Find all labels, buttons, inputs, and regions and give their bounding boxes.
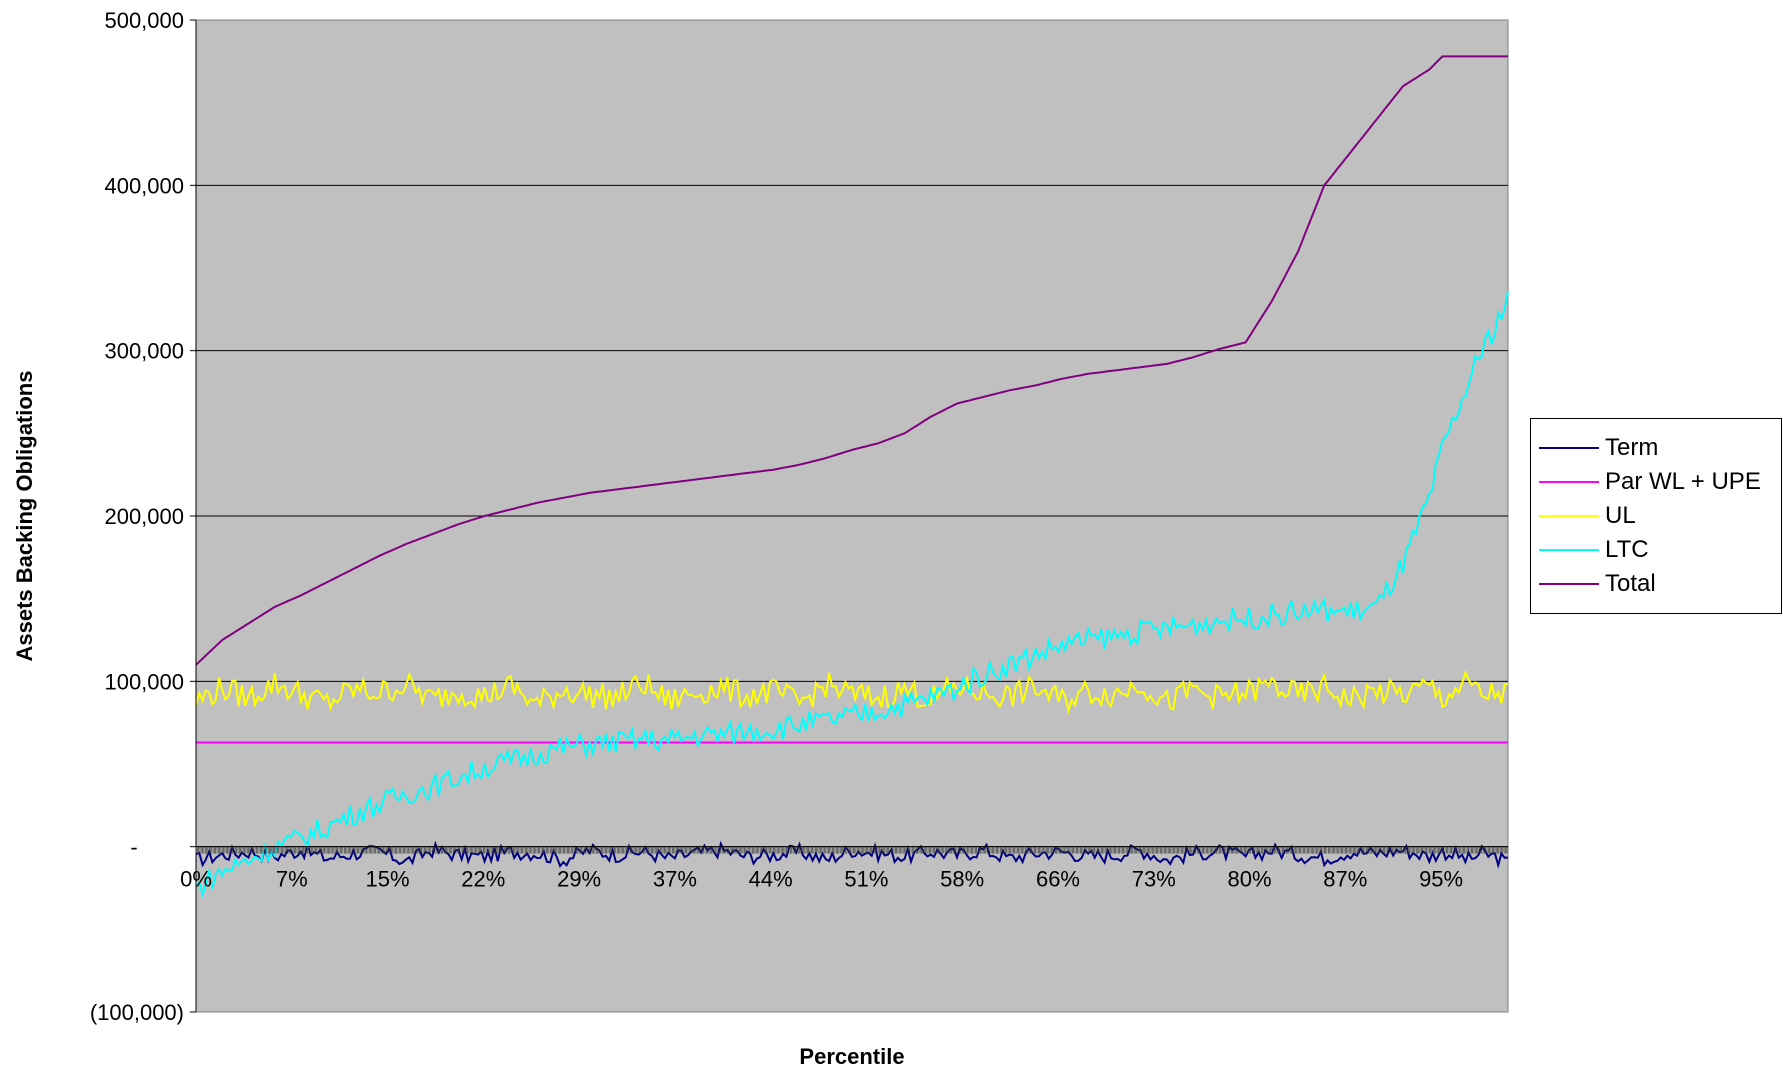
x-tick-label: 73%	[1132, 867, 1176, 892]
y-tick-label: 100,000	[104, 669, 184, 694]
x-tick-label: 95%	[1419, 867, 1463, 892]
x-tick-label: 22%	[461, 867, 505, 892]
legend-item: Term	[1539, 433, 1658, 463]
legend-swatch	[1539, 515, 1599, 517]
legend-swatch	[1539, 549, 1599, 551]
legend-swatch	[1539, 447, 1599, 449]
x-tick-label: 58%	[940, 867, 984, 892]
legend-label: UL	[1605, 502, 1636, 529]
x-tick-label: 37%	[653, 867, 697, 892]
y-axis-label: Assets Backing Obligations	[12, 371, 37, 662]
y-tick-label: 500,000	[104, 8, 184, 33]
y-tick-label: 300,000	[104, 339, 184, 364]
y-tick-label: (100,000)	[90, 1000, 184, 1025]
x-tick-label: 15%	[366, 867, 410, 892]
x-tick-label: 29%	[557, 867, 601, 892]
legend-item: UL	[1539, 501, 1636, 531]
x-tick-label: 80%	[1228, 867, 1272, 892]
x-tick-label: 0%	[180, 867, 212, 892]
legend: Term Par WL + UPE UL LTC Total	[1530, 418, 1782, 614]
y-tick-label: 200,000	[104, 504, 184, 529]
legend-item: LTC	[1539, 535, 1649, 565]
legend-swatch	[1539, 583, 1599, 585]
series-line-ltc	[195, 291, 1509, 898]
x-tick-label: 87%	[1323, 867, 1367, 892]
legend-label: Par WL + UPE	[1605, 468, 1761, 495]
x-tick-label: 44%	[749, 867, 793, 892]
y-tick-label: 400,000	[104, 173, 184, 198]
legend-swatch	[1539, 481, 1599, 483]
legend-item: Par WL + UPE	[1539, 467, 1761, 497]
legend-label: Term	[1605, 434, 1659, 461]
x-axis-label: Percentile	[799, 1044, 904, 1069]
legend-label: LTC	[1605, 536, 1649, 563]
x-tick-label: 51%	[844, 867, 888, 892]
legend-label: Total	[1605, 570, 1656, 597]
y-tick-label: -	[130, 835, 137, 860]
x-tick-label: 66%	[1036, 867, 1080, 892]
series-layer	[195, 55, 1509, 898]
axis-layer: 500,000 400,000 300,000 200,000 100,000 - (100…	[90, 8, 1509, 1025]
series-line-term	[195, 840, 1509, 869]
x-tick-label: 7%	[276, 867, 308, 892]
series-line-total	[195, 55, 1508, 666]
series-line-ul	[195, 669, 1509, 715]
x-minor-ticks	[195, 846, 1509, 854]
legend-item: Total	[1539, 569, 1656, 599]
